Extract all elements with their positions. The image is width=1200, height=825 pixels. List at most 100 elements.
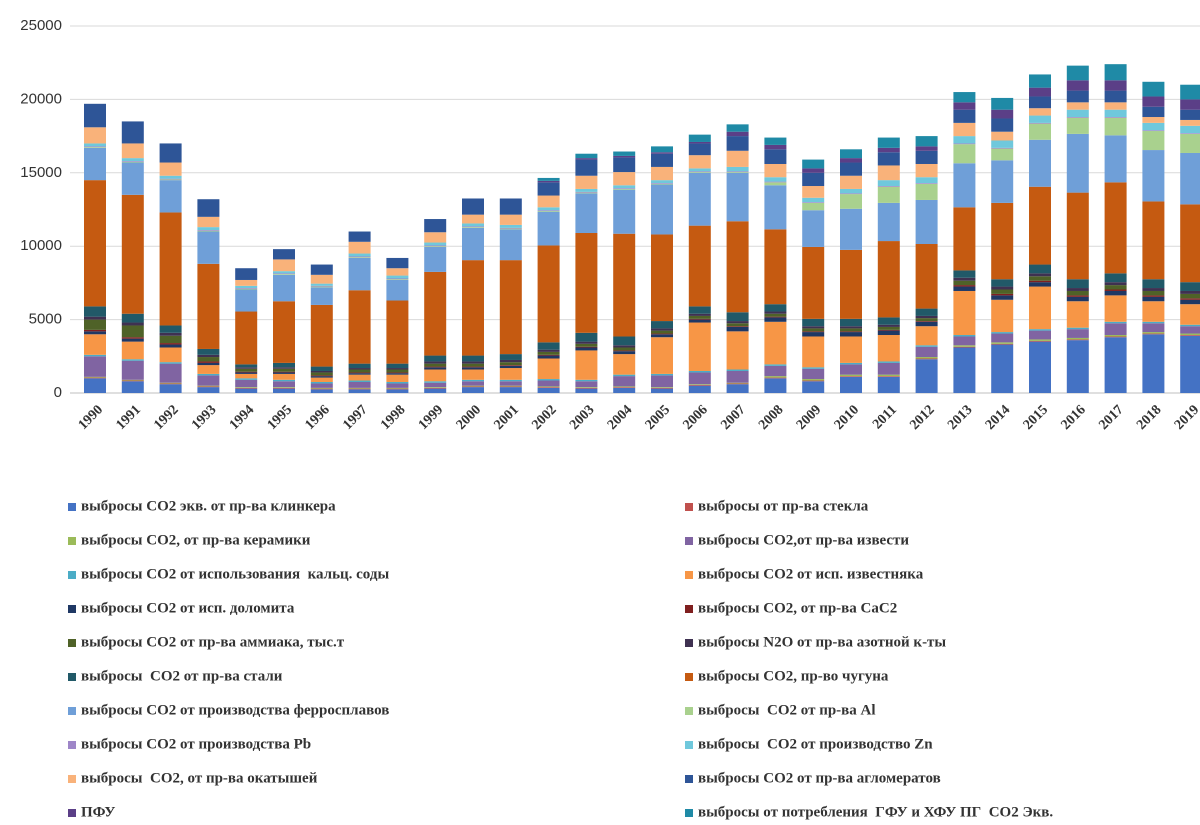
x-tick-label: 2016	[1058, 402, 1088, 432]
bar-segment	[726, 384, 749, 393]
bar-segment	[159, 180, 182, 213]
bar-segment	[613, 376, 636, 387]
bar-segment	[688, 372, 711, 385]
bar-segment	[84, 316, 106, 320]
bar-segment	[197, 373, 220, 376]
bar-segment	[462, 227, 484, 261]
bar-segment	[273, 387, 295, 388]
legend-swatch	[685, 571, 693, 579]
legend-label: выбросы CO2 от использования кальц. соды	[81, 566, 389, 582]
bar-segment	[840, 149, 862, 159]
bar-segment	[537, 387, 560, 393]
bar-segment	[953, 109, 976, 123]
bar-segment	[651, 387, 673, 388]
bar-segment	[877, 376, 900, 377]
bar-segment	[348, 241, 371, 254]
bar-segment	[348, 373, 371, 375]
bar-segment	[688, 370, 711, 373]
bar-segment	[802, 380, 825, 382]
bar-segment	[840, 364, 862, 375]
bar-segment	[915, 199, 938, 244]
bar-segment	[764, 376, 787, 378]
bar-segment	[1104, 273, 1127, 283]
bar-segment	[1180, 133, 1200, 153]
bar-segment	[1142, 117, 1165, 123]
bar-segment	[991, 97, 1014, 110]
bar-segment	[953, 345, 976, 347]
x-tick-label: 2013	[945, 402, 975, 432]
bar-segment	[1066, 109, 1089, 118]
bar-segment	[802, 331, 825, 333]
bar-segment	[424, 246, 447, 247]
legend-label: выбросы CO2 от производства Pb	[81, 736, 311, 752]
bar-segment	[499, 385, 522, 387]
bar-segment	[575, 381, 598, 388]
bar-segment	[310, 287, 333, 305]
x-tick-label: 2002	[529, 402, 559, 432]
bar-segment	[726, 172, 749, 173]
bar-segment	[310, 286, 333, 288]
bar-segment	[159, 383, 182, 385]
bar-segment	[688, 385, 711, 393]
bar-segment	[651, 321, 673, 329]
bar-segment	[84, 331, 106, 335]
bar-segment	[1104, 295, 1127, 322]
bar-segment	[840, 249, 862, 319]
bar-segment	[688, 134, 711, 142]
bar-segment	[688, 384, 711, 386]
bar-segment	[499, 362, 522, 366]
bar-segment	[651, 388, 673, 393]
bar-segment	[764, 377, 787, 379]
bar-segment	[877, 186, 900, 187]
bar-segment	[462, 355, 484, 362]
bar-segment	[537, 354, 560, 356]
bar-segment	[310, 366, 333, 371]
bar-segment	[348, 363, 371, 369]
bar-segment	[726, 326, 749, 327]
bar-segment	[877, 374, 900, 377]
bar-segment	[197, 199, 220, 217]
bar-segment	[953, 143, 976, 145]
bar-segment	[1066, 80, 1089, 91]
bar-segment	[310, 375, 333, 377]
bar-segment	[915, 315, 938, 319]
bar-segment	[651, 333, 673, 335]
bar-segment	[726, 150, 749, 167]
bar-segment	[197, 230, 220, 232]
bar-segment	[537, 379, 560, 381]
bar-segment	[273, 371, 295, 373]
bar-segment	[726, 369, 749, 371]
bar-segment	[802, 159, 825, 169]
bar-segment	[386, 383, 409, 388]
bar-segment	[386, 257, 409, 269]
bar-segment	[1180, 290, 1200, 294]
bar-segment	[197, 365, 220, 374]
bar-segment	[121, 341, 144, 360]
bar-segment	[386, 300, 409, 364]
bar-segment	[121, 161, 144, 162]
bar-segment	[537, 358, 560, 380]
bar-segment	[877, 362, 900, 375]
bar-segment	[235, 371, 258, 373]
bar-segment	[688, 155, 711, 169]
bar-segment	[1180, 133, 1200, 134]
bar-segment	[197, 348, 220, 355]
bar-segment	[386, 372, 409, 374]
bar-segment	[348, 388, 371, 390]
bar-segment	[462, 223, 484, 227]
bar-segment	[462, 386, 484, 388]
bar-segment	[1142, 288, 1165, 291]
bar-segment	[688, 143, 711, 156]
x-tick-label: 2004	[605, 402, 635, 432]
bar-segment	[273, 274, 295, 275]
bar-segment	[310, 389, 333, 393]
bar-segment	[915, 308, 938, 316]
bar-segment	[877, 180, 900, 187]
bar-segment	[613, 185, 636, 189]
legend-label: выбросы CO2 от производства ферросплавов	[81, 702, 389, 718]
bar-segment	[1142, 333, 1165, 335]
bar-segment	[613, 374, 636, 377]
bar-segment	[688, 172, 711, 173]
bar-segment	[915, 243, 938, 309]
bar-segment	[575, 191, 598, 193]
